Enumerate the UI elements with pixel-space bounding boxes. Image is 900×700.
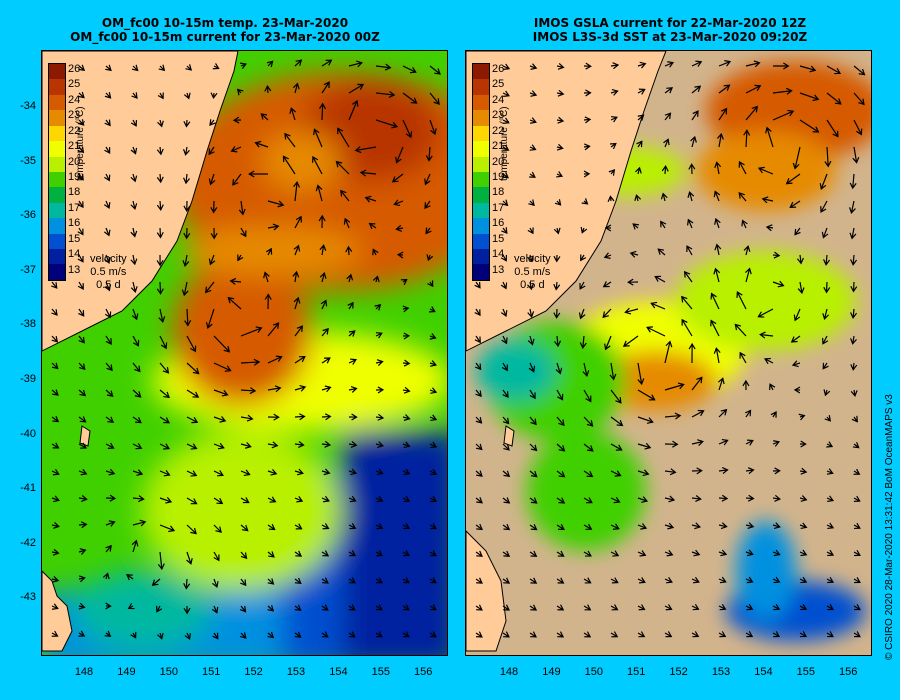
right-panel-title: IMOS GSLA current for 22-Mar-2020 12Z IM…	[465, 16, 875, 44]
latitude-label: -40	[2, 428, 36, 440]
colorbar-swatch	[49, 187, 65, 202]
velocity-label-r: velocity	[514, 253, 551, 266]
right-colorbar	[472, 63, 490, 281]
right-title-line1: IMOS GSLA current for 22-Mar-2020 12Z	[465, 16, 875, 30]
colorbar-swatch	[49, 218, 65, 233]
colorbar-label: 15	[68, 233, 80, 245]
colorbar-label: 18	[68, 186, 80, 198]
colorbar-swatch	[49, 264, 65, 279]
latitude-label: -34	[2, 100, 36, 112]
colorbar-swatch	[49, 79, 65, 94]
colorbar-swatch	[473, 234, 489, 249]
colorbar-label: 13	[492, 264, 504, 276]
colorbar-swatch	[473, 203, 489, 218]
colorbar-label: 14	[492, 248, 504, 260]
colorbar-label: 16	[492, 217, 504, 229]
longitude-label: 154	[748, 666, 778, 678]
colorbar-swatch	[473, 264, 489, 279]
longitude-label: 149	[111, 666, 141, 678]
longitude-label: 155	[791, 666, 821, 678]
colorbar-swatch	[473, 218, 489, 233]
longitude-label: 152	[664, 666, 694, 678]
colorbar-swatch	[49, 157, 65, 172]
colorbar-swatch	[49, 249, 65, 264]
longitude-label: 148	[494, 666, 524, 678]
latitude-label: -35	[2, 155, 36, 167]
colorbar-swatch	[473, 126, 489, 141]
longitude-label: 153	[281, 666, 311, 678]
colorbar-label: 26	[492, 63, 504, 75]
colorbar-label: 15	[492, 233, 504, 245]
left-velocity-key: velocity 0.5 m/s 0.5 d	[90, 253, 127, 292]
left-title-line1: OM_fc00 10-15m temp. 23-Mar-2020	[20, 16, 430, 30]
colorbar-label: 16	[68, 217, 80, 229]
colorbar-label: 24	[492, 94, 504, 106]
colorbar-label: 25	[492, 78, 504, 90]
left-panel-title: OM_fc00 10-15m temp. 23-Mar-2020 OM_fc00…	[20, 16, 430, 44]
longitude-label: 148	[69, 666, 99, 678]
colorbar-label: 17	[492, 202, 504, 214]
left-map-svg	[42, 51, 447, 655]
longitude-label: 151	[196, 666, 226, 678]
colorbar-label: 25	[68, 78, 80, 90]
colorbar-swatch	[49, 234, 65, 249]
colorbar-swatch	[49, 110, 65, 125]
longitude-label: 149	[536, 666, 566, 678]
longitude-label: 153	[706, 666, 736, 678]
colorbar-swatch	[473, 157, 489, 172]
latitude-label: -43	[2, 591, 36, 603]
colorbar-label: 24	[68, 94, 80, 106]
latitude-label: -36	[2, 209, 36, 221]
colorbar-label: 26	[68, 63, 80, 75]
velocity-speed: 0.5 m/s	[90, 266, 127, 279]
colorbar-label: 14	[68, 248, 80, 260]
velocity-duration-r: 0.5 d	[514, 279, 551, 292]
longitude-label: 156	[833, 666, 863, 678]
colorbar-swatch	[49, 64, 65, 79]
colorbar-swatch	[473, 64, 489, 79]
velocity-duration: 0.5 d	[90, 279, 127, 292]
right-map-svg	[466, 51, 871, 655]
velocity-label: velocity	[90, 253, 127, 266]
latitude-label: -38	[2, 318, 36, 330]
right-colorbar-title: temperature (°C)	[499, 106, 510, 181]
colorbar-swatch	[473, 187, 489, 202]
colorbar-label: 13	[68, 264, 80, 276]
latitude-label: -41	[2, 482, 36, 494]
left-map-panel: 26 25 24 23 22 21 20 19 18 17 16 15 14 13 temperature…	[41, 50, 448, 656]
longitude-label: 154	[323, 666, 353, 678]
longitude-label: 156	[408, 666, 438, 678]
right-map-panel: 26 25 24 23 22 21 20 19 18 17 16 15 14 13 temperature…	[465, 50, 872, 656]
colorbar-swatch	[473, 249, 489, 264]
colorbar-swatch	[49, 126, 65, 141]
colorbar-label: 18	[492, 186, 504, 198]
colorbar-swatch	[473, 95, 489, 110]
longitude-label: 150	[154, 666, 184, 678]
longitude-label: 151	[621, 666, 651, 678]
colorbar-swatch	[49, 95, 65, 110]
longitude-label: 152	[239, 666, 269, 678]
velocity-speed-r: 0.5 m/s	[514, 266, 551, 279]
latitude-label: -37	[2, 264, 36, 276]
colorbar-swatch	[49, 172, 65, 187]
right-title-line2: IMOS L3S-3d SST at 23-Mar-2020 09:20Z	[465, 30, 875, 44]
colorbar-swatch	[49, 141, 65, 156]
colorbar-swatch	[473, 79, 489, 94]
left-colorbar-title: temperature (°C)	[75, 106, 86, 181]
right-velocity-key: velocity 0.5 m/s 0.5 d	[514, 253, 551, 292]
longitude-label: 155	[366, 666, 396, 678]
colorbar-swatch	[473, 110, 489, 125]
colorbar-swatch	[473, 172, 489, 187]
latitude-label: -39	[2, 373, 36, 385]
colorbar-label: 17	[68, 202, 80, 214]
colorbar-swatch	[473, 141, 489, 156]
credit-text: © CSIRO 2020 28-Mar-2020 13:31:42 BoM Oc…	[884, 394, 895, 660]
left-title-line2: OM_fc00 10-15m current for 23-Mar-2020 0…	[20, 30, 430, 44]
left-colorbar	[48, 63, 66, 281]
latitude-label: -42	[2, 537, 36, 549]
longitude-label: 150	[579, 666, 609, 678]
colorbar-swatch	[49, 203, 65, 218]
